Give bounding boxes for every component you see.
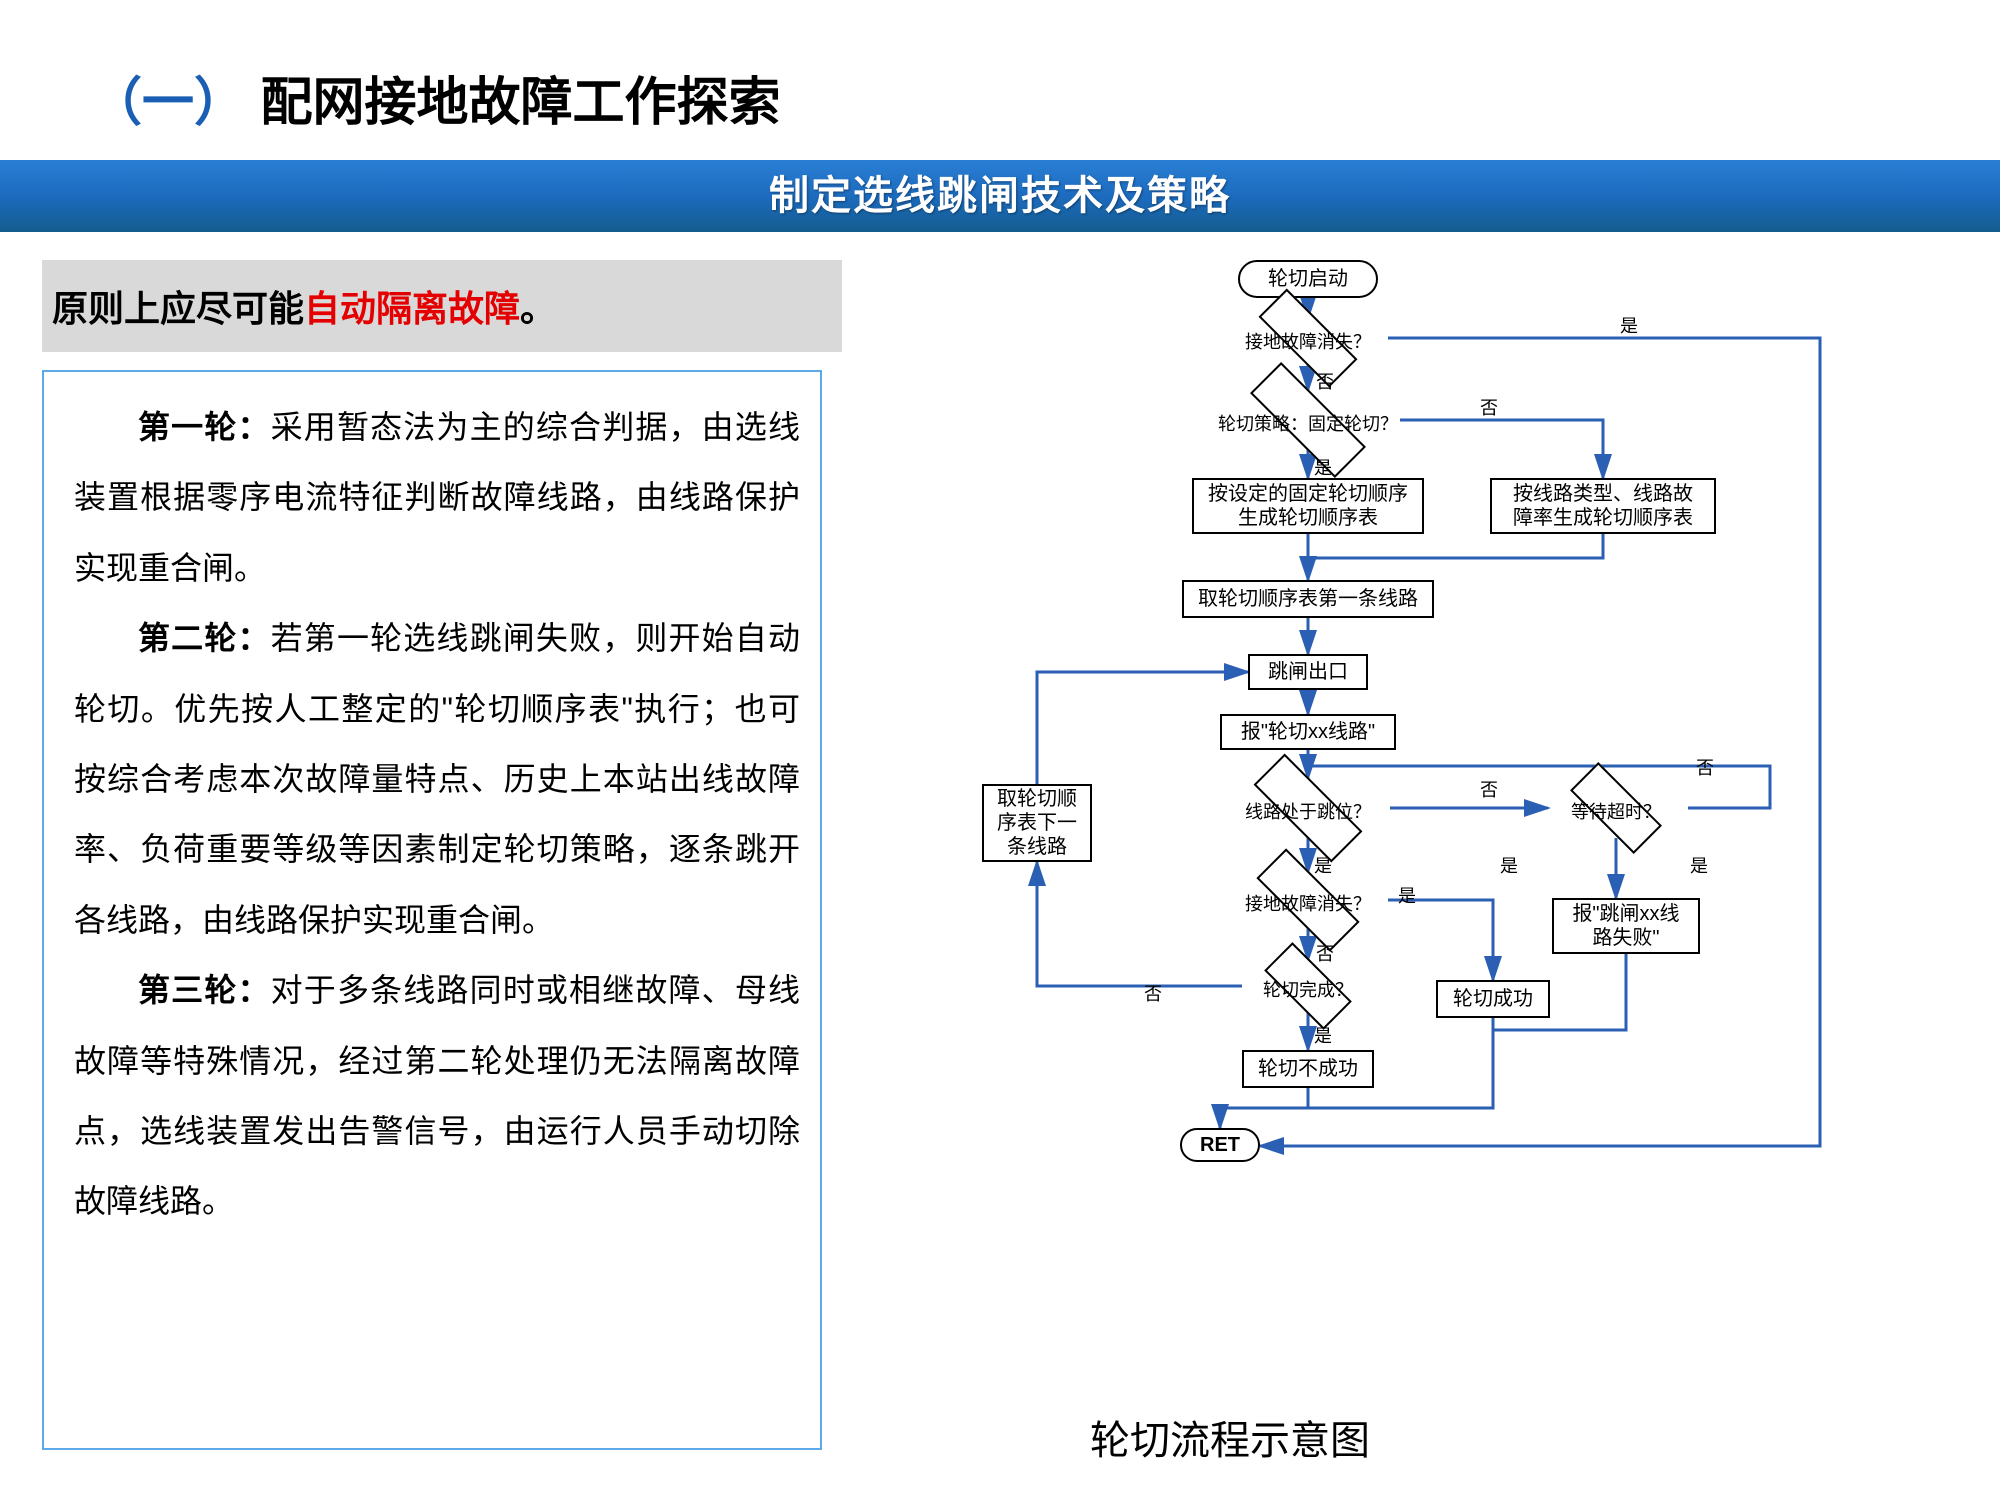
flow-node-fixed_table: 按设定的固定轮切顺序生成轮切顺序表: [1192, 478, 1424, 534]
flow-node-unsuccess: 轮切不成功: [1242, 1050, 1374, 1088]
principle-highlight: 自动隔离故障: [304, 288, 520, 329]
paragraph-1: 第一轮：采用暂态法为主的综合判据，由选线装置根据零序电流特征判断故障线路，由线路…: [74, 392, 800, 603]
paragraph-3: 第三轮：对于多条线路同时或相继故障、母线故障等特殊情况，经过第二轮处理仍无法隔离…: [74, 955, 800, 1237]
description-box: 第一轮：采用暂态法为主的综合判据，由选线装置根据零序电流特征判断故障线路，由线路…: [42, 370, 822, 1450]
flow-edge-label-l9: 是: [1690, 852, 1708, 878]
banner: 制定选线跳闸技术及策略: [0, 160, 2000, 232]
flow-edge-label-l6: 否: [1696, 754, 1714, 780]
flow-node-fail_report: 报"跳闸xx线路失败": [1552, 898, 1700, 954]
flow-node-auto_table: 按线路类型、线路故障率生成轮切顺序表: [1490, 478, 1716, 534]
flow-edge-label-l7: 是: [1314, 852, 1332, 878]
flow-edge-label-l3: 否: [1480, 394, 1498, 420]
flow-edge-label-l5: 否: [1480, 776, 1498, 802]
paragraph-2: 第二轮：若第一轮选线跳闸失败，则开始自动轮切。优先按人工整定的"轮切顺序表"执行…: [74, 603, 800, 955]
flow-node-next_line: 取轮切顺序表下一条线路: [982, 784, 1092, 862]
flow-node-start: 轮切启动: [1238, 260, 1378, 298]
flow-edge-label-l11: 是: [1398, 882, 1416, 908]
principle-box: 原则上应尽可能自动隔离故障。: [42, 260, 842, 352]
flow-node-ret: RET: [1180, 1128, 1260, 1162]
flowchart: 轮切启动接地故障消失？轮切策略：固定轮切？按设定的固定轮切顺序生成轮切顺序表按线…: [920, 260, 1960, 1390]
page-title: （一） 配网接地故障工作探索: [90, 60, 780, 135]
flow-edge-label-l13: 否: [1144, 980, 1162, 1006]
flow-edge-label-l12: 是: [1314, 1022, 1332, 1048]
flow-edge-label-l10: 否: [1316, 940, 1334, 966]
flow-node-trip: 跳闸出口: [1248, 654, 1368, 690]
flow-edge-label-l8: 是: [1500, 852, 1518, 878]
flow-node-first_line: 取轮切顺序表第一条线路: [1182, 580, 1434, 618]
flow-node-success: 轮切成功: [1436, 980, 1550, 1018]
principle-post: 。: [520, 288, 556, 329]
principle-pre: 原则上应尽可能: [52, 288, 304, 329]
flow-edge-label-l1: 是: [1620, 312, 1638, 338]
flow-edge-label-l4: 是: [1314, 454, 1332, 480]
flow-node-report: 报"轮切xx线路": [1220, 714, 1396, 750]
title-number: （一）: [90, 74, 246, 132]
flowchart-caption: 轮切流程示意图: [1090, 1408, 1370, 1466]
title-text: 配网接地故障工作探索: [260, 74, 780, 132]
flow-edge-label-l2: 否: [1316, 368, 1334, 394]
